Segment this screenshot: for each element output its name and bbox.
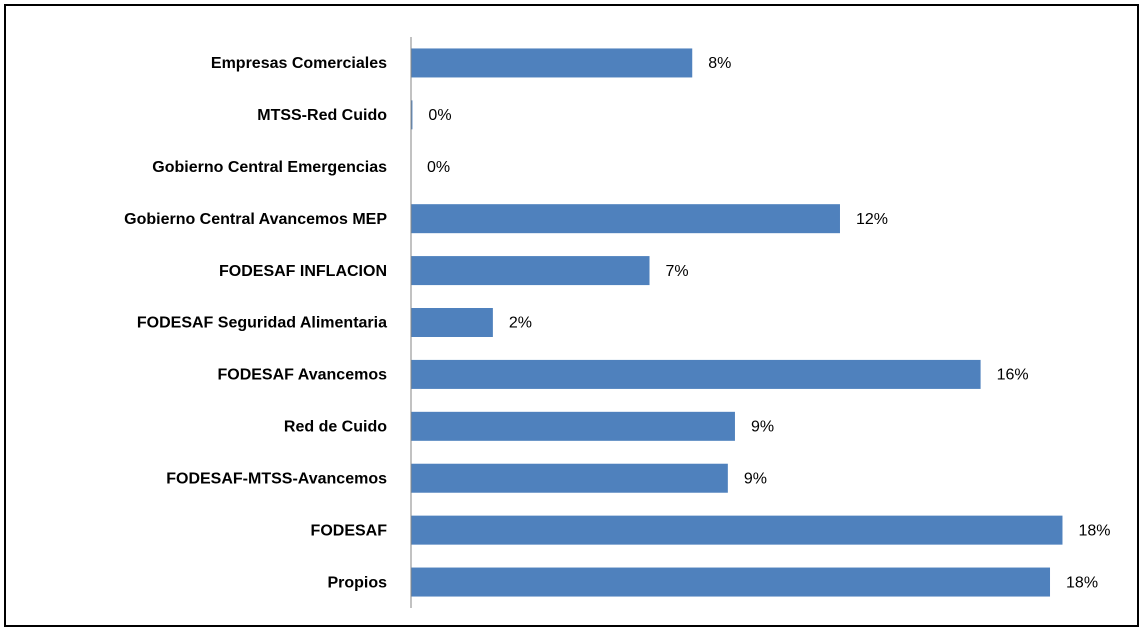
- data-label: 18%: [1078, 522, 1110, 539]
- category-label: Gobierno Central Emergencias: [152, 159, 387, 176]
- data-label: 9%: [744, 470, 767, 487]
- category-label: FODESAF-MTSS-Avancemos: [166, 470, 387, 487]
- bar: [411, 100, 413, 130]
- bar: [411, 567, 1051, 597]
- data-label: 8%: [708, 55, 731, 72]
- category-label: Gobierno Central Avancemos MEP: [124, 211, 387, 228]
- data-label: 16%: [997, 367, 1029, 384]
- category-label: MTSS-Red Cuido: [257, 107, 387, 124]
- bar: [411, 463, 728, 493]
- bar: [411, 411, 735, 441]
- bar: [411, 308, 493, 337]
- category-label: Red de Cuido: [284, 419, 387, 436]
- data-label: 2%: [509, 315, 532, 332]
- data-label: 18%: [1066, 574, 1098, 591]
- data-label: 0%: [428, 107, 451, 124]
- data-label: 7%: [666, 263, 689, 280]
- category-label: FODESAF Avancemos: [217, 367, 387, 384]
- bar: [411, 359, 981, 389]
- category-label: FODESAF: [311, 522, 388, 539]
- category-label: Propios: [327, 574, 387, 591]
- bar: [411, 515, 1063, 545]
- bar: [411, 256, 650, 286]
- data-label: 12%: [856, 211, 888, 228]
- category-label: FODESAF Seguridad Alimentaria: [137, 315, 387, 332]
- data-label: 9%: [751, 419, 774, 436]
- bar: [411, 204, 840, 234]
- category-label: FODESAF INFLACION: [219, 263, 387, 280]
- data-label: 0%: [427, 159, 450, 176]
- bar: [411, 48, 693, 78]
- category-label: Empresas Comerciales: [211, 55, 387, 72]
